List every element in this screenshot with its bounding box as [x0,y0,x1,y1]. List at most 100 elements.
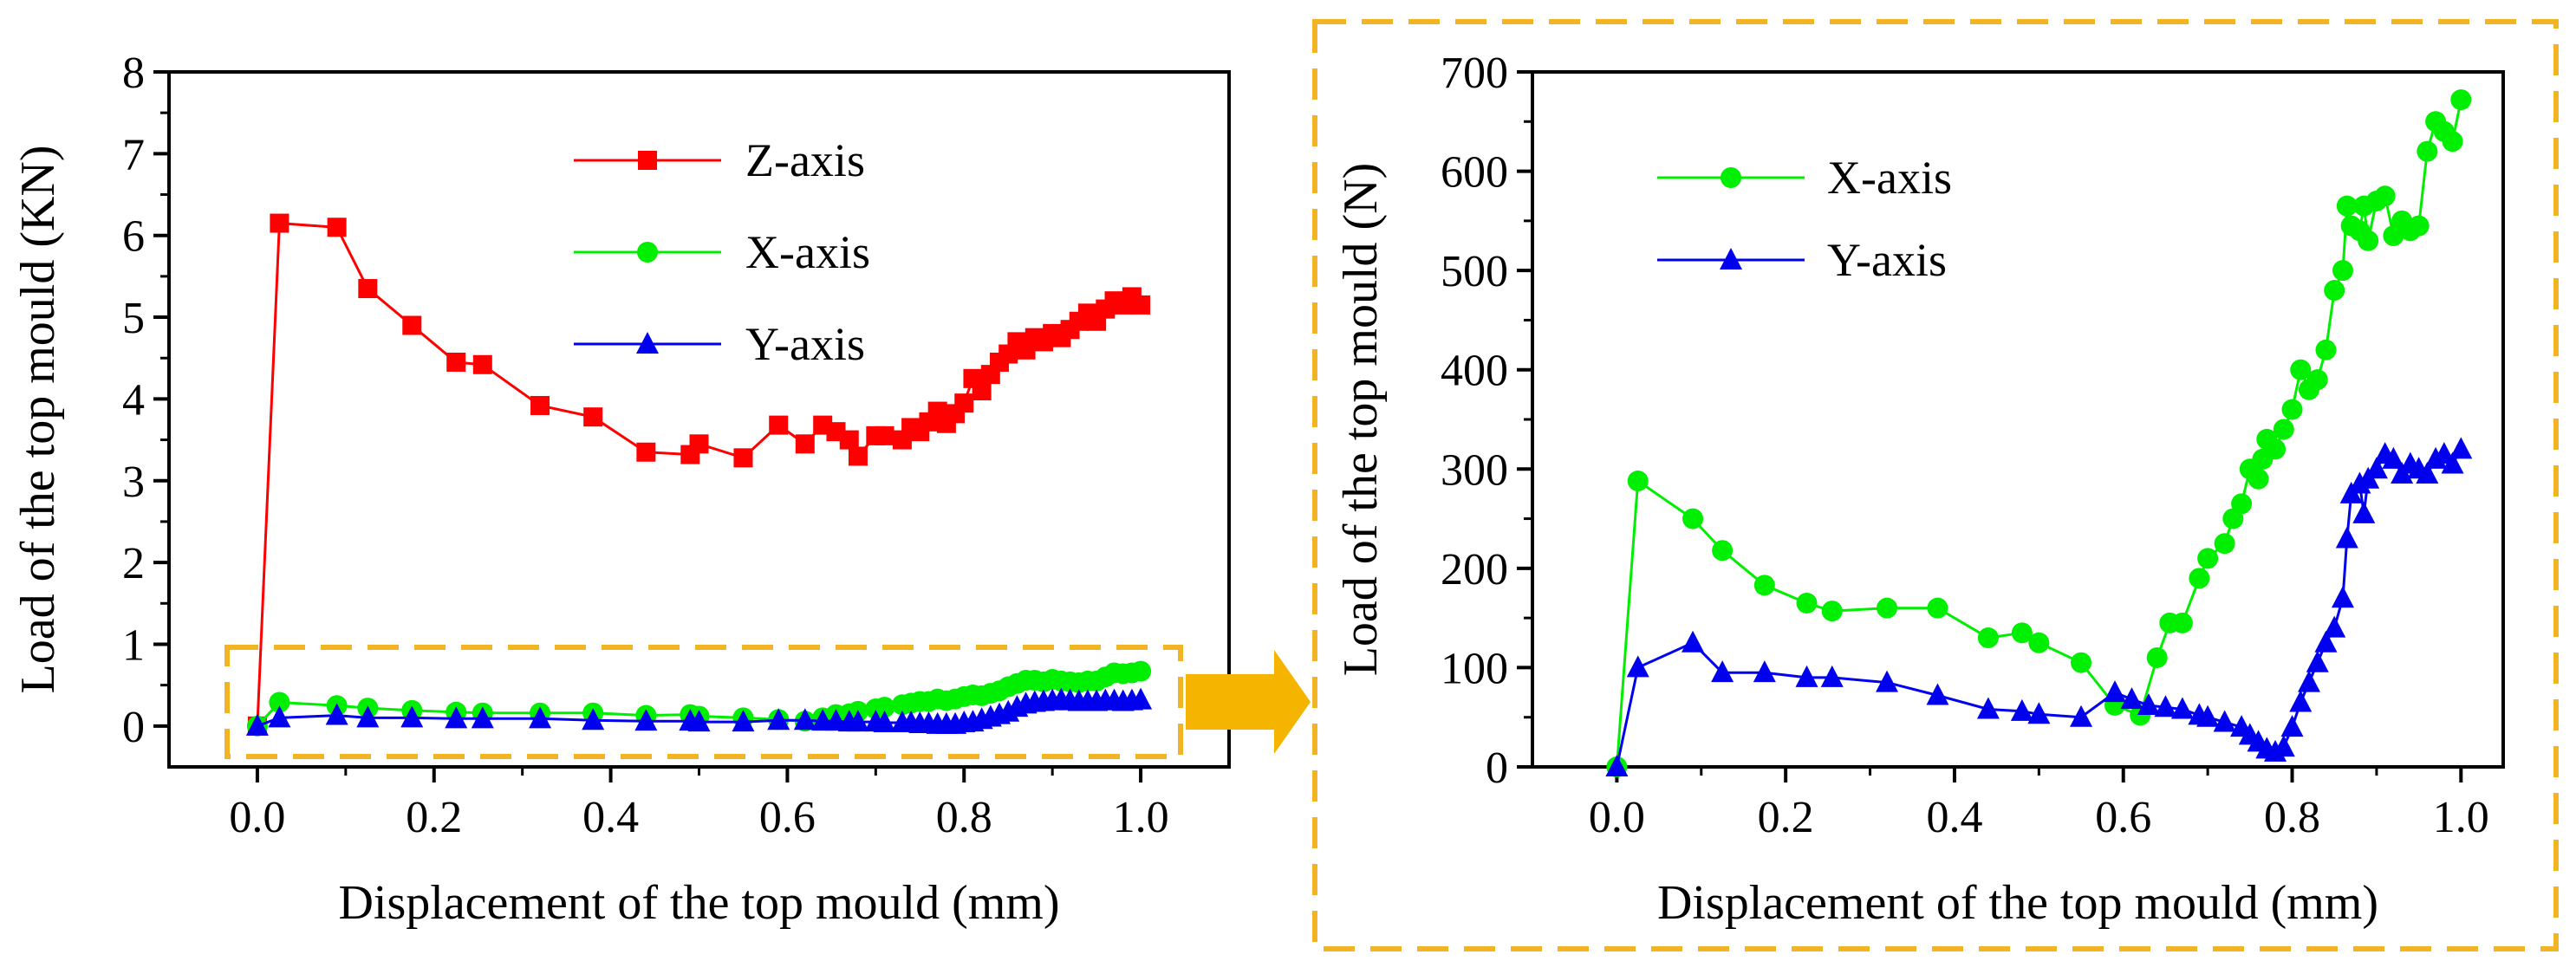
chart1-series0-point-9 [1977,627,1999,649]
chart1-series1-point-39 [2365,457,2388,479]
chart1-series1-point-6 [1820,665,1844,687]
chart1-x-axis-title: Displacement of the top mould (mm) [1657,876,2378,930]
chart1-series0-point-24 [2247,468,2269,490]
chart1-series1-point-31 [2314,630,2338,653]
chart1-series0-point-51 [2450,89,2472,111]
chart0-series0-point-11 [689,434,709,454]
chart0-xtick-label-5: 1.0 [1113,793,1169,842]
chart0-series0-point-20 [875,425,894,445]
chart1-series1-point-33 [2331,586,2354,608]
chart1-series1-point-28 [2289,690,2313,712]
chart0-ytick-label-4: 4 [122,375,145,425]
chart0-legend-label-0: Z-axis [745,134,865,186]
chart1-series1-point-41 [2382,446,2405,469]
chart1-series0-point-35 [2332,260,2353,282]
chart0-series2-point-7 [529,706,552,729]
chart1-series1-point-17 [2170,697,2194,719]
chart0-series0-point-8 [583,407,603,427]
chart1-plot-frame [1531,70,2505,769]
chart1-series1-point-15 [2137,692,2160,715]
chart1-series1-point-8 [1926,683,1949,705]
chart0-series2-point-4 [400,705,424,728]
chart0-series0-point-14 [795,434,815,454]
chart0-xtick-label-2: 0.4 [582,793,639,842]
chart0-ytick-label-1: 1 [122,620,145,670]
chart0-series0-point-30 [972,380,992,400]
chart1-series1-point-45 [2416,462,2439,484]
chart1-series1-point-26 [2272,735,2295,757]
chart0-series0-point-18 [848,446,868,466]
chart0-series0-point-6 [472,354,492,374]
chart1-series0-point-40 [2358,230,2379,251]
chart1-series1-point-29 [2298,670,2320,692]
chart1-series0-point-30 [2290,359,2312,380]
chart0-series0-point-4 [402,315,422,335]
chart1-series0-point-50 [2442,131,2463,153]
chart1-series1-point-34 [2335,526,2358,549]
chart0-ytick-label-7: 7 [122,130,145,179]
chart1-series0-point-32 [2306,369,2328,391]
chart0-series0-point-9 [636,442,656,462]
chart0-series2-point-0 [245,713,269,736]
chart1-series0-point-1 [1627,471,1649,492]
chart1-series1-point-27 [2280,715,2304,737]
chart1-series0-point-15 [2146,646,2168,668]
chart0-series2-point-3 [356,705,380,728]
chart1-ytick-label-2: 200 [1441,545,1508,594]
chart-right-panel: 0.0 0.2 0.4 0.6 0.8 1.0 0 100 200 300 400 500 600 700… [1334,49,2505,930]
chart1-series0-point-29 [2281,399,2303,420]
chart1-series1-point-19 [2196,705,2220,727]
chart1-series0-point-33 [2315,339,2337,360]
chart1-series0-point-2 [1682,508,1704,529]
chart0-series2-point-6 [471,706,494,729]
chart0-series0-point-7 [530,395,550,415]
chart0-series2-point-13 [767,708,790,730]
chart1-series0-point-17 [2171,612,2193,633]
chart0-series2-point-8 [582,708,605,730]
chart1-y-axis-title: Load of the top mould (N) [1334,163,1388,677]
chart1-series1-point-10 [2010,698,2033,721]
chart1-series0-point-46 [2408,215,2430,237]
chart1-series1-point-49 [2449,437,2473,459]
chart0-xtick-label-3: 0.6 [759,793,816,842]
chart0-series2-point-5 [445,706,468,729]
chart0-series0-point-28 [954,393,974,413]
chart0-series0-point-2 [327,218,347,237]
chart0-ytick-label-2: 2 [122,539,145,588]
chart1-legend-label-1: Y-axis [1827,234,1947,286]
chart1-series0-point-34 [2324,280,2345,302]
chart1-series0-point-10 [2011,622,2033,644]
chart0-x-axis-title: Displacement of the top mould (mm) [338,876,1059,930]
chart1-ytick-label-1: 100 [1441,644,1508,693]
chart0-series1-point-48 [1130,660,1152,682]
chart1-series0-point-7 [1877,597,1898,619]
chart0-xtick-label-4: 0.8 [936,793,992,842]
chart1-xtick-label-0: 0.0 [1589,793,1645,842]
chart0-series2-point-11 [687,710,711,732]
chart0-ytick-label-5: 5 [122,294,145,343]
chart1-series1-point-12 [2070,705,2093,727]
chart1-legend-label-0: X-axis [1827,152,1952,204]
chart1-ytick-label-0: 0 [1486,743,1508,793]
chart1-xtick-label-2: 0.4 [1926,793,1982,842]
chart1-series1-point-32 [2323,615,2346,638]
connector-annotations [224,19,2559,951]
chart0-series2-point-2 [325,703,348,725]
chart-left-panel: 0.0 0.2 0.4 0.6 0.8 1.0 0 1 2 3 4 5 6 7 8 Displacement … [11,49,1231,930]
zoom-region-highlight-box [224,645,1183,759]
chart0-legend-label-2: Y-axis [745,318,865,370]
chart0-xtick-label-1: 0.2 [406,793,462,842]
chart0-series-z-axis-line [256,221,1142,726]
chart1-series0-point-27 [2265,438,2287,460]
chart0-plot-frame [167,70,1231,769]
chart0-ytick-label-0: 0 [122,703,145,752]
chart0-ytick-label-8: 8 [122,49,145,98]
chart0-legend-marker-0 [638,151,657,170]
chart1-series1-point-0 [1605,755,1629,776]
chart1-series1-point-30 [2306,650,2329,672]
chart1-series1-point-2 [1682,630,1705,653]
chart1-series1-point-5 [1795,665,1818,687]
chart0-series0-point-5 [446,352,466,372]
chart1-legend-marker-0 [1721,167,1741,188]
